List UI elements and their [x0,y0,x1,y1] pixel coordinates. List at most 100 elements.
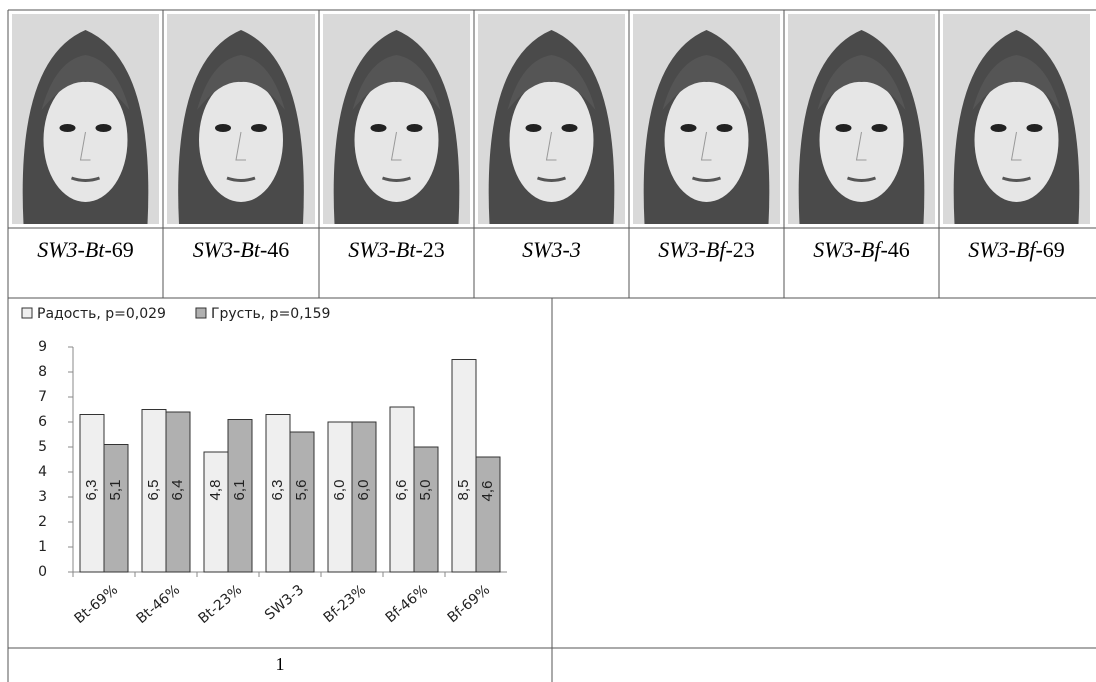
x-tick-label: Bt-69% [72,582,122,627]
value-label: 6,5 [145,480,162,501]
caption-part: 23 [423,237,445,262]
caption-part: SW3-Bf- [813,237,888,262]
face [664,78,749,202]
caption: SW3-3 [522,237,581,262]
figure-number: 1 [276,654,285,674]
bar [351,421,377,573]
eye [370,124,387,132]
face-photo [323,14,470,224]
eye [561,124,578,132]
caption-part: SW3-Bf- [658,237,733,262]
eye [835,124,852,132]
value-label: 6,4 [169,480,186,501]
bar [165,411,191,573]
caption-part: SW3-Bf- [968,237,1043,262]
x-tick-label: Bf-23% [321,582,370,626]
y-tick-label: 1 [38,539,47,555]
face [974,78,1059,202]
table-borders [7,9,1096,682]
legend-swatch [21,307,33,319]
caption-part: SW3-Bt- [348,237,423,262]
x-tick-label: Bt-23% [196,582,246,627]
mouth [691,176,722,182]
eye [59,124,76,132]
caption: SW3-Bf-69 [968,237,1065,262]
bar [227,419,253,573]
legend-label: Радость, p=0,029 [37,306,166,322]
face-photo [633,14,780,224]
mouth [70,176,101,182]
face [199,78,283,202]
nose [390,131,402,161]
caption-part: 69 [112,237,134,262]
value-label: 4,8 [207,480,224,501]
caption-part: 69 [1043,237,1065,262]
caption-part: SW3-Bt- [193,237,268,262]
fringe [662,55,751,110]
value-label: 6,6 [393,480,410,501]
face-photo [12,14,159,224]
value-label: 6,0 [331,480,348,501]
value-label: 5,1 [107,480,124,501]
value-label: 5,0 [417,480,434,501]
value-label: 6,1 [231,480,248,501]
eye [871,124,888,132]
face-photo [478,14,625,224]
y-tick-label: 6 [38,414,47,430]
mouth [226,176,256,182]
y-tick-label: 9 [38,339,47,355]
y-tick-label: 8 [38,364,47,380]
y-tick-label: 5 [38,439,47,455]
y-tick-label: 0 [38,564,47,580]
caption: SW3-Bt-46 [193,237,290,262]
legend-label: Грусть, p=0,159 [211,306,330,322]
face [354,78,439,202]
eye [95,124,112,132]
eye [525,124,542,132]
eye [215,124,231,132]
x-tick-label: Bf-69% [445,582,494,626]
x-tick-label: SW3-3 [262,582,307,624]
mouth [846,176,877,182]
caption: SW3-Bt-23 [348,237,445,262]
eye [990,124,1007,132]
y-tick-label: 3 [38,489,47,505]
eye [406,124,423,132]
mouth [536,176,567,182]
bar [389,406,415,573]
mouth [1001,176,1032,182]
eye [1026,124,1043,132]
value-label: 4,6 [479,481,496,502]
eye [680,124,697,132]
caption: SW3-Bf-46 [813,237,910,262]
face-photo [788,14,935,224]
nose [235,131,246,161]
caption: SW3-Bf-23 [658,237,755,262]
caption-part: SW3-Bt- [37,237,112,262]
fringe [41,55,130,110]
eye [716,124,733,132]
face [509,78,594,202]
fringe [352,55,441,110]
x-tick-label: Bt-46% [134,582,184,627]
value-label: 8,5 [455,480,472,501]
caption: SW3-Bt-69 [37,237,134,262]
nose [545,131,557,161]
bar [413,446,439,573]
nose [700,131,712,161]
caption-part: 46 [888,237,910,262]
nose [855,131,867,161]
caption-part: 23 [733,237,755,262]
legend-swatch [195,307,207,319]
face [819,78,904,202]
bar [475,456,501,573]
value-label: 6,3 [269,480,286,501]
bar [203,451,229,573]
fringe [972,55,1061,110]
bar [79,414,105,573]
bar [289,431,315,573]
value-label: 6,3 [83,480,100,501]
y-tick-label: 2 [38,514,47,530]
nose [1010,131,1022,161]
